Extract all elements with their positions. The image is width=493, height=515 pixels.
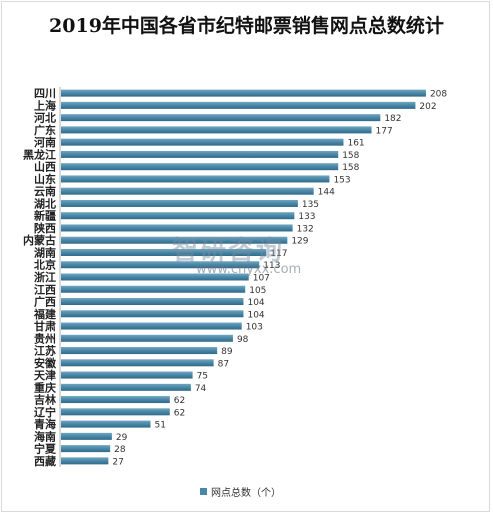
category-label: 江西 xyxy=(34,282,56,296)
category-label: 北京 xyxy=(34,258,56,272)
bar xyxy=(61,408,170,416)
bar xyxy=(61,298,244,306)
data-label: 144 xyxy=(318,188,335,198)
bar xyxy=(61,445,111,453)
bar xyxy=(61,199,298,207)
data-label: 27 xyxy=(112,457,123,467)
bar xyxy=(61,138,344,146)
category-label: 贵州 xyxy=(34,331,56,345)
data-label: 113 xyxy=(263,261,280,271)
data-label: 29 xyxy=(116,433,128,443)
data-label: 133 xyxy=(298,212,315,222)
category-label: 湖北 xyxy=(34,196,56,210)
data-label: 202 xyxy=(419,102,436,112)
data-label: 132 xyxy=(297,224,314,234)
category-label: 福建 xyxy=(33,307,57,321)
bar xyxy=(61,383,191,391)
bar xyxy=(61,175,330,183)
data-label: 87 xyxy=(218,359,229,369)
data-label: 182 xyxy=(384,114,401,124)
category-label: 江苏 xyxy=(34,344,56,358)
data-label: 28 xyxy=(114,445,126,455)
data-label: 89 xyxy=(221,347,233,357)
bar xyxy=(61,396,170,404)
category-label: 西藏 xyxy=(34,454,56,468)
bar xyxy=(61,371,193,379)
category-label: 吉林 xyxy=(34,393,56,407)
category-label: 黑龙江 xyxy=(23,147,56,161)
data-label: 161 xyxy=(347,139,364,149)
bar xyxy=(61,432,112,440)
data-label: 158 xyxy=(342,151,359,161)
bar xyxy=(61,224,293,232)
legend-label: 网点总数（个） xyxy=(211,488,281,499)
category-label: 甘肃 xyxy=(34,319,56,333)
category-label: 上海 xyxy=(34,98,56,112)
bar xyxy=(61,273,249,281)
data-label: 62 xyxy=(174,396,185,406)
bar xyxy=(61,261,260,269)
data-label: 51 xyxy=(154,421,165,431)
bar xyxy=(61,322,242,330)
data-label: 62 xyxy=(174,408,185,418)
category-label: 云南 xyxy=(34,184,56,198)
category-label: 陕西 xyxy=(34,221,56,235)
data-label: 74 xyxy=(195,384,207,394)
data-label: 177 xyxy=(376,126,393,136)
data-label: 117 xyxy=(270,249,287,259)
data-label: 208 xyxy=(430,90,447,100)
category-label: 内蒙古 xyxy=(23,233,56,247)
category-label: 浙江 xyxy=(34,270,56,284)
bar xyxy=(61,126,372,134)
bar xyxy=(61,347,218,355)
data-label: 107 xyxy=(253,274,270,284)
bar xyxy=(61,285,246,293)
bar xyxy=(61,101,416,109)
bar xyxy=(61,236,288,244)
bar xyxy=(61,187,314,195)
category-label: 山东 xyxy=(34,172,56,186)
category-label: 广东 xyxy=(34,123,56,137)
category-label: 辽宁 xyxy=(34,405,56,419)
category-label: 湖南 xyxy=(34,245,56,259)
category-label: 山西 xyxy=(34,160,56,174)
chart-title: 2019年中国各省市纪特邮票销售网点总数统计 xyxy=(49,15,444,37)
category-label: 海南 xyxy=(34,429,56,443)
data-label: 103 xyxy=(246,323,263,333)
bar xyxy=(61,248,267,256)
bar xyxy=(61,114,381,122)
category-label: 安徽 xyxy=(34,356,57,370)
category-label: 青海 xyxy=(34,417,56,431)
bar xyxy=(61,420,151,428)
category-label: 天津 xyxy=(34,368,56,382)
bar xyxy=(61,359,214,367)
data-label: 129 xyxy=(291,237,308,247)
data-label: 153 xyxy=(333,175,350,185)
category-label: 四川 xyxy=(34,87,56,100)
bar xyxy=(61,334,233,342)
data-label: 98 xyxy=(237,335,249,345)
chart-legend: 网点总数（个） xyxy=(200,484,281,499)
category-label: 重庆 xyxy=(34,380,56,394)
data-label: 105 xyxy=(249,286,266,296)
bar xyxy=(61,89,426,97)
category-label: 广西 xyxy=(34,295,56,309)
bar xyxy=(61,163,339,171)
bar xyxy=(61,150,339,158)
category-label: 河南 xyxy=(34,135,56,149)
data-label: 135 xyxy=(302,200,319,210)
legend-swatch xyxy=(200,488,207,495)
data-label: 104 xyxy=(247,298,264,308)
data-label: 75 xyxy=(197,372,208,382)
bar xyxy=(61,310,244,318)
bar xyxy=(61,212,295,220)
data-label: 158 xyxy=(342,163,359,173)
category-label: 宁夏 xyxy=(34,442,57,456)
data-label: 104 xyxy=(247,310,264,320)
bar xyxy=(61,457,109,465)
category-label: 新疆 xyxy=(34,209,56,223)
category-label: 河北 xyxy=(34,111,56,125)
